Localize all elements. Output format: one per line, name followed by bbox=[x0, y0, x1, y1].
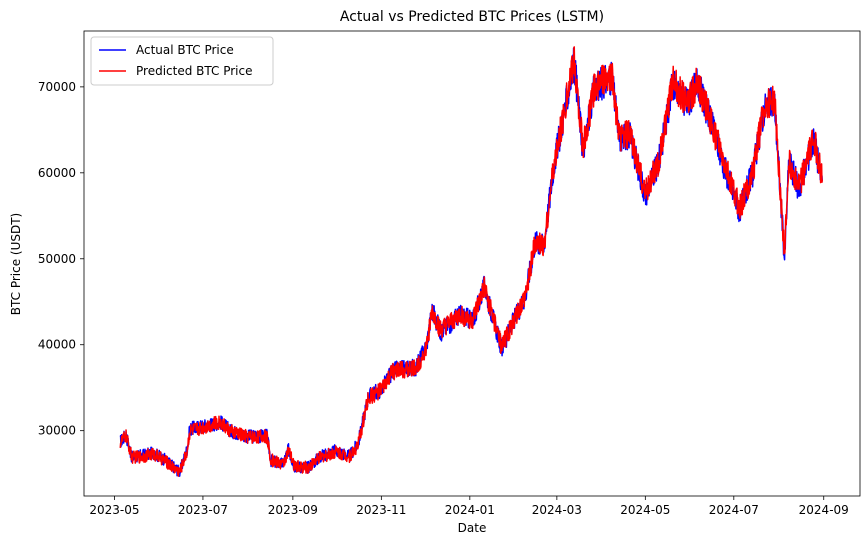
x-axis: 2023-05 2023-07 2023-09 2023-11 2024-01 2024-… bbox=[89, 496, 849, 517]
x-tick-label: 2023-11 bbox=[356, 503, 406, 517]
y-tick-label: 70000 bbox=[38, 80, 76, 94]
x-tick-label: 2024-03 bbox=[532, 503, 582, 517]
x-tick-label: 2023-09 bbox=[268, 503, 318, 517]
y-tick-label: 30000 bbox=[38, 424, 76, 438]
y-tick-label: 40000 bbox=[38, 338, 76, 352]
legend: Actual BTC Price Predicted BTC Price bbox=[90, 36, 274, 86]
x-tick-label: 2024-05 bbox=[620, 503, 670, 517]
legend-label: Predicted BTC Price bbox=[136, 64, 252, 78]
x-tick-label: 2023-05 bbox=[89, 503, 139, 517]
chart-title: Actual vs Predicted BTC Prices (LSTM) bbox=[340, 9, 604, 25]
x-tick-label: 2023-07 bbox=[178, 503, 228, 517]
x-tick-label: 2024-01 bbox=[445, 503, 495, 517]
x-axis-label: Date bbox=[458, 521, 487, 535]
series-layer bbox=[119, 46, 824, 477]
y-axis-label: BTC Price (USDT) bbox=[9, 213, 23, 315]
legend-box bbox=[90, 36, 274, 86]
plot-frame bbox=[83, 30, 861, 497]
series-line-predicted bbox=[119, 46, 824, 477]
y-tick-label: 60000 bbox=[38, 166, 76, 180]
x-tick-label: 2024-07 bbox=[709, 503, 759, 517]
y-axis: 30000 40000 50000 60000 70000 bbox=[38, 80, 84, 438]
y-tick-label: 50000 bbox=[38, 252, 76, 266]
legend-label: Actual BTC Price bbox=[136, 43, 234, 57]
x-tick-label: 2024-09 bbox=[799, 503, 849, 517]
